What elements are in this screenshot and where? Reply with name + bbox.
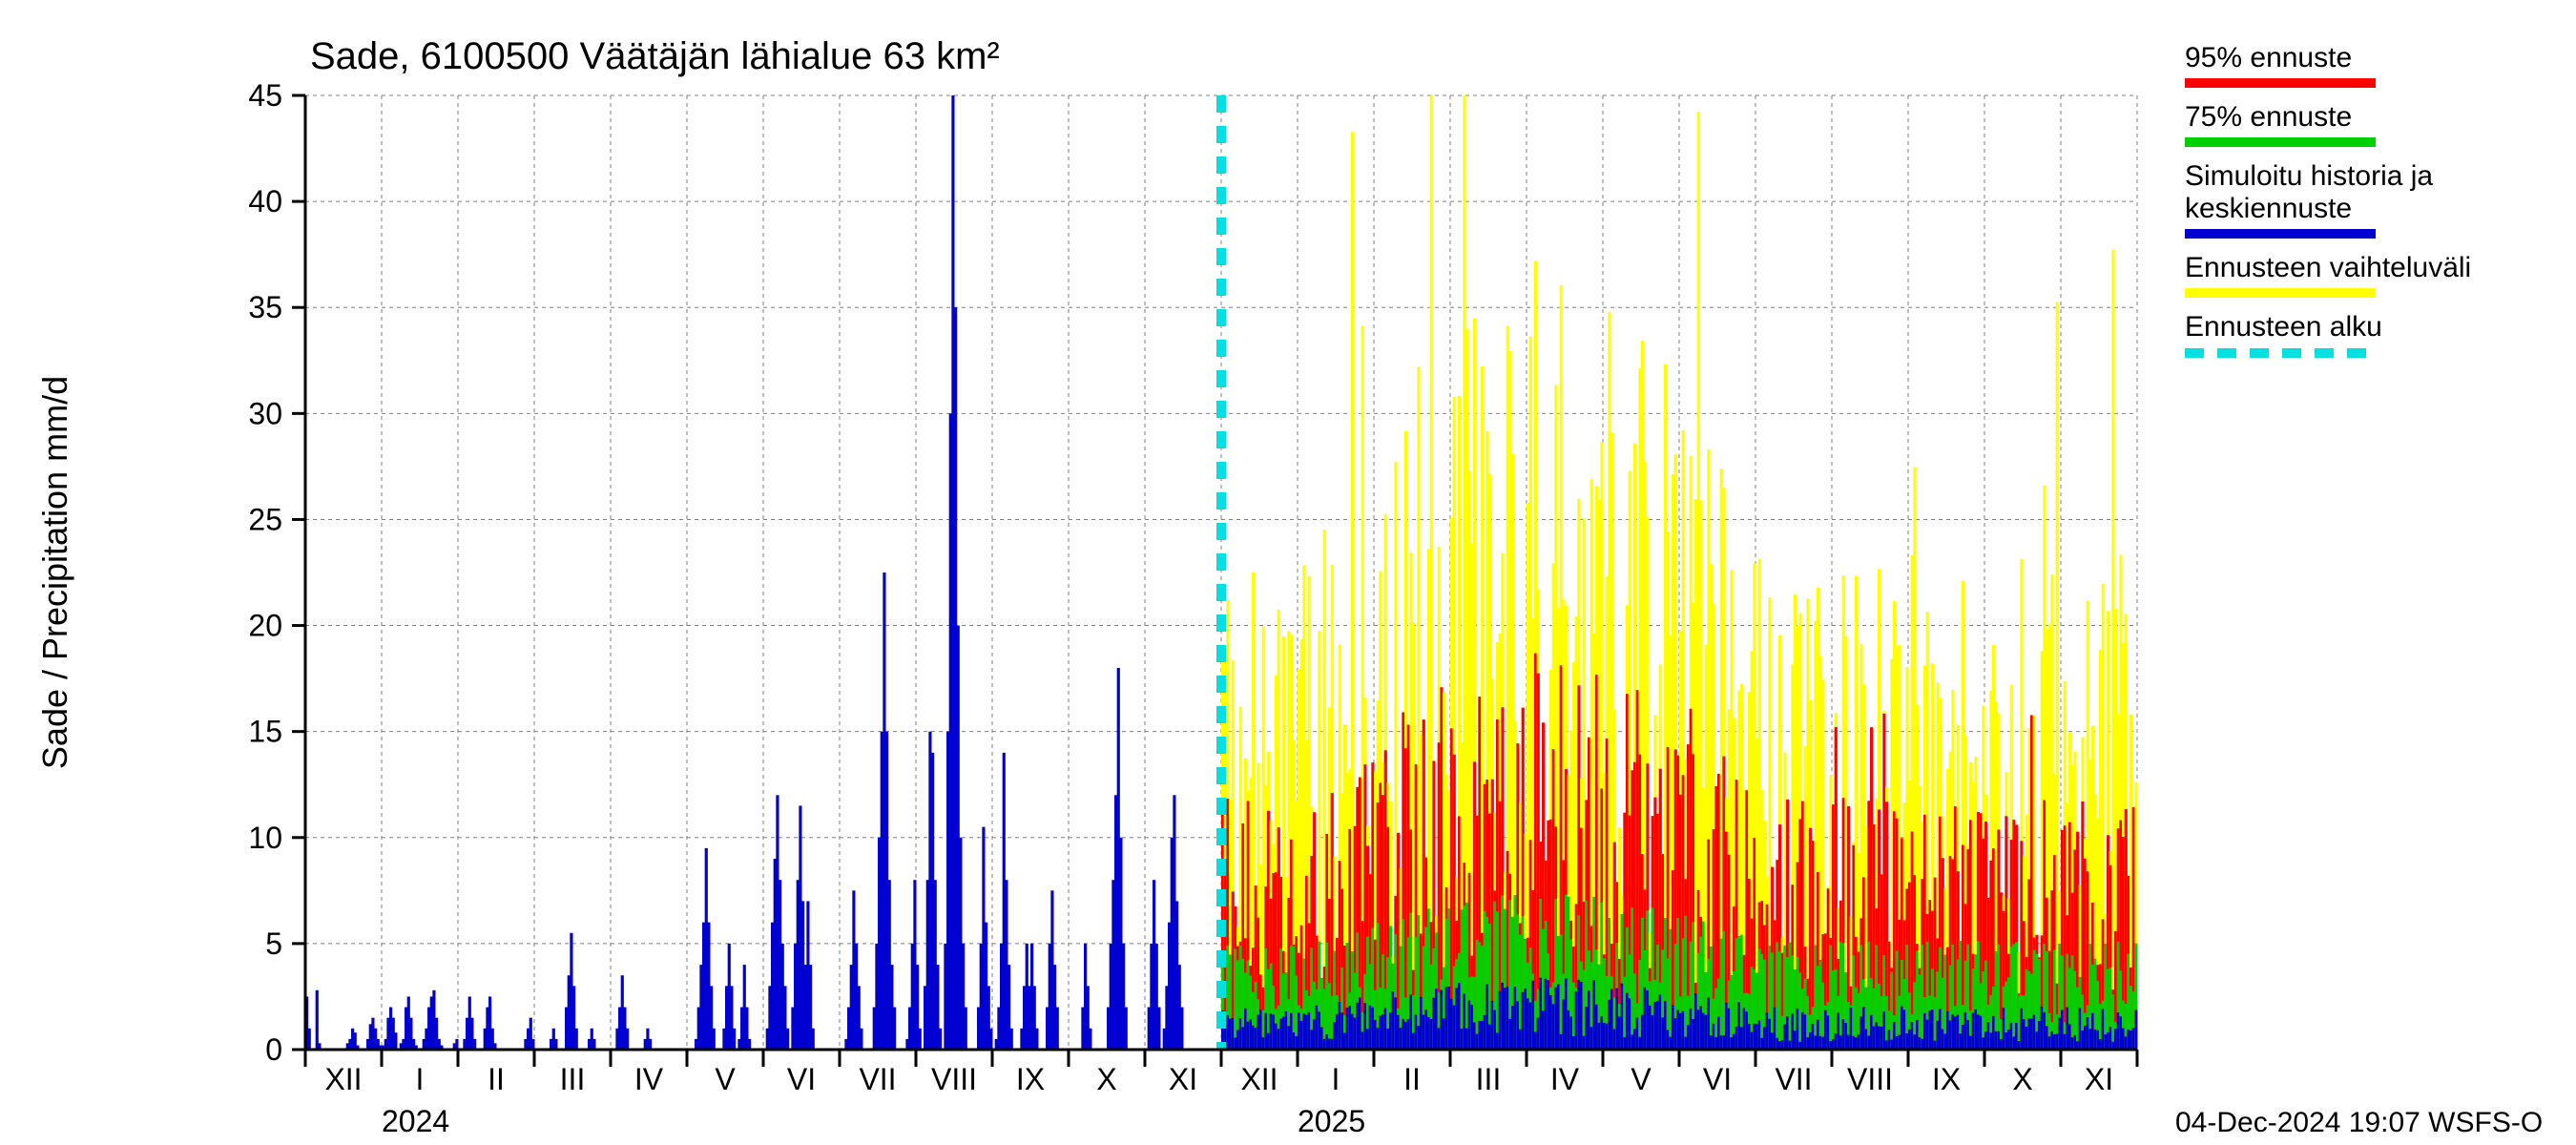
legend-label: 95% ennuste <box>2185 42 2352 73</box>
legend-label: Ennusteen alku <box>2185 311 2382 343</box>
y-tick-label: 45 <box>248 78 282 113</box>
legend-swatch <box>2185 78 2376 88</box>
x-tick-label: XI <box>2085 1062 2113 1096</box>
x-tick-label: IV <box>634 1062 664 1096</box>
history-bars <box>305 95 1184 1050</box>
x-tick-label: IX <box>1932 1062 1961 1096</box>
chart-container: 051015202530354045XIIIIIIIIIVVVIVIIVIIII… <box>0 0 2576 1145</box>
y-tick-label: 15 <box>248 715 282 749</box>
x-tick-label: IX <box>1016 1062 1045 1096</box>
y-tick-label: 5 <box>265 926 282 961</box>
x-tick-label: III <box>1476 1062 1502 1096</box>
x-tick-label: VIII <box>931 1062 977 1096</box>
x-tick-label: XII <box>324 1062 362 1096</box>
x-tick-label: I <box>416 1062 425 1096</box>
footer-timestamp: 04-Dec-2024 19:07 WSFS-O <box>2175 1107 2543 1138</box>
x-tick-label: III <box>560 1062 586 1096</box>
y-tick-label: 25 <box>248 502 282 536</box>
x-tick-label: IV <box>1550 1062 1580 1096</box>
chart-svg: 051015202530354045XIIIIIIIIIVVVIVIIVIIII… <box>0 0 2576 1145</box>
y-tick-label: 20 <box>248 609 282 643</box>
y-tick-label: 30 <box>248 396 282 430</box>
legend-label: keskiennuste <box>2185 193 2352 224</box>
x-tick-label: VII <box>859 1062 896 1096</box>
legend-swatch <box>2185 229 2376 239</box>
x-tick-label: VI <box>1703 1062 1732 1096</box>
y-tick-label: 40 <box>248 184 282 219</box>
x-tick-label: X <box>1096 1062 1116 1096</box>
x-tick-label: V <box>715 1062 736 1096</box>
x-tick-label: XI <box>1169 1062 1197 1096</box>
y-tick-label: 35 <box>248 290 282 324</box>
x-tick-label: X <box>2012 1062 2032 1096</box>
legend-label: Simuloitu historia ja <box>2185 160 2433 192</box>
x-tick-label: I <box>1332 1062 1340 1096</box>
x-tick-label: VII <box>1775 1062 1812 1096</box>
x-tick-label: II <box>488 1062 505 1096</box>
legend-label: Ennusteen vaihteluväli <box>2185 252 2471 283</box>
x-tick-label: VIII <box>1847 1062 1893 1096</box>
x-tick-label: VI <box>787 1062 816 1096</box>
y-tick-label: 10 <box>248 821 282 855</box>
x-tick-label: V <box>1631 1062 1652 1096</box>
x-year-label: 2025 <box>1298 1104 1365 1138</box>
chart-title: Sade, 6100500 Väätäjän lähialue 63 km² <box>310 35 1000 77</box>
x-tick-label: XII <box>1240 1062 1278 1096</box>
x-tick-label: II <box>1403 1062 1421 1096</box>
legend-label: 75% ennuste <box>2185 101 2352 133</box>
legend-swatch <box>2185 137 2376 147</box>
y-axis-label: Sade / Precipitation mm/d <box>35 376 74 769</box>
x-year-label: 2024 <box>382 1104 449 1138</box>
y-tick-label: 0 <box>265 1032 282 1067</box>
legend-swatch <box>2185 288 2376 298</box>
